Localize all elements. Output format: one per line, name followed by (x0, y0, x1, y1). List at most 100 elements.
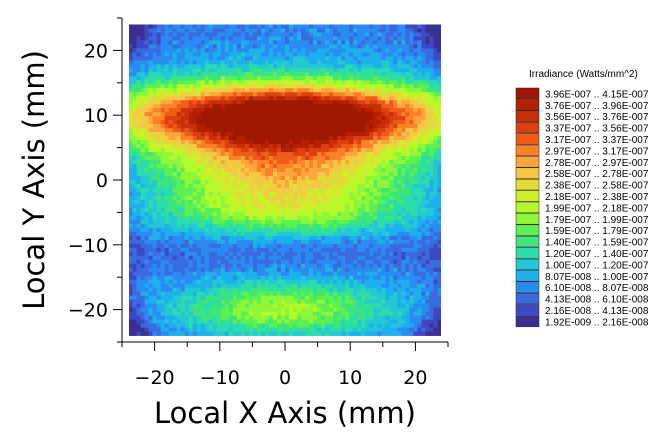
heatmap-cell (268, 124, 274, 129)
heatmap-cell (204, 164, 210, 169)
heatmap-cell (381, 211, 386, 217)
heatmap-cell (417, 136, 422, 141)
heatmap-cell (397, 152, 402, 157)
heatmap-cell (341, 80, 346, 85)
heatmap-cell (381, 271, 386, 277)
heatmap-cell (313, 124, 318, 129)
heatmap-cell (385, 132, 390, 137)
heatmap-cell (385, 263, 390, 269)
heatmap-cell (337, 199, 342, 205)
heatmap-cell (192, 247, 198, 253)
heatmap-cell (381, 96, 386, 101)
heatmap-cell (289, 56, 294, 61)
heatmap-cell (160, 263, 166, 269)
heatmap-cell (212, 48, 218, 53)
heatmap-cell (393, 60, 398, 65)
heatmap-cell (160, 44, 166, 49)
heatmap-cell (272, 84, 278, 89)
heatmap-cell (244, 84, 250, 89)
heatmap-cell (136, 164, 141, 169)
heatmap-cell (405, 211, 410, 217)
heatmap-cell (393, 168, 398, 173)
heatmap-cell (317, 64, 322, 69)
heatmap-cell (260, 140, 266, 145)
heatmap-cell (140, 80, 145, 85)
heatmap-cell (280, 160, 286, 165)
heatmap-cell (289, 195, 294, 201)
heatmap-cell (272, 227, 278, 233)
heatmap-cell (317, 223, 322, 229)
heatmap-cell (212, 156, 218, 161)
heatmap-cell (244, 259, 250, 265)
heatmap-cell (309, 187, 314, 193)
heatmap-cell (409, 183, 414, 189)
heatmap-cell (260, 172, 266, 177)
heatmap-cell (132, 88, 137, 93)
heatmap-cell (385, 172, 390, 177)
heatmap-cell (397, 227, 402, 233)
heatmap-cell (429, 44, 434, 49)
heatmap-cell (289, 72, 294, 77)
heatmap-cell (285, 275, 290, 281)
heatmap-cell (433, 140, 438, 145)
heatmap-cell (425, 271, 430, 277)
heatmap-cell (409, 267, 414, 273)
heatmap-cell (144, 187, 149, 193)
heatmap-cell (345, 28, 350, 33)
heatmap-cell (337, 52, 342, 57)
heatmap-cell (285, 152, 290, 157)
heatmap-cell (289, 48, 294, 53)
heatmap-cell (160, 223, 166, 229)
heatmap-cell (393, 88, 398, 93)
heatmap-cell (200, 108, 206, 113)
heatmap-cell (401, 255, 406, 261)
heatmap-cell (393, 231, 398, 237)
heatmap-cell (212, 60, 218, 65)
heatmap-cell (333, 120, 338, 125)
heatmap-cell (353, 84, 358, 89)
heatmap-cell (212, 152, 218, 157)
heatmap-cell (325, 136, 330, 141)
heatmap-cell (129, 148, 133, 153)
heatmap-cell (313, 243, 318, 249)
heatmap-cell (212, 223, 218, 229)
heatmap-cell (212, 207, 218, 213)
heatmap-cell (140, 219, 145, 225)
heatmap-cell (373, 36, 378, 41)
heatmap-cell (240, 80, 246, 85)
heatmap-cell (132, 60, 137, 65)
heatmap-cell (276, 251, 282, 257)
heatmap-cell (285, 52, 290, 57)
heatmap-cell (168, 219, 174, 225)
heatmap-cell (152, 36, 157, 41)
heatmap-cell (389, 32, 394, 37)
heatmap-cell (341, 172, 346, 177)
heatmap-cell (393, 235, 398, 241)
heatmap-cell (220, 120, 226, 125)
heatmap-cell (204, 116, 210, 121)
heatmap-cell (256, 255, 262, 261)
heatmap-cell (264, 152, 270, 157)
heatmap-cell (136, 68, 141, 73)
heatmap-cell (381, 183, 386, 189)
heatmap-cell (301, 263, 306, 269)
heatmap-cell (389, 180, 394, 185)
heatmap-cell (369, 164, 374, 169)
heatmap-cell (260, 100, 266, 105)
heatmap-cell (413, 28, 418, 33)
heatmap-cell (381, 203, 386, 209)
heatmap-cell (397, 100, 402, 105)
heatmap-cell (313, 80, 318, 85)
heatmap-cell (317, 275, 322, 281)
heatmap-cell (305, 247, 310, 253)
heatmap-cell (276, 144, 282, 149)
heatmap-cell (172, 227, 178, 233)
heatmap-cell (188, 231, 194, 237)
heatmap-cell (248, 48, 254, 53)
heatmap-cell (333, 140, 338, 145)
heatmap-cell (204, 243, 210, 249)
heatmap-cell (305, 88, 310, 93)
heatmap-cell (220, 96, 226, 101)
heatmap-cell (192, 48, 198, 53)
heatmap-cell (256, 227, 262, 233)
